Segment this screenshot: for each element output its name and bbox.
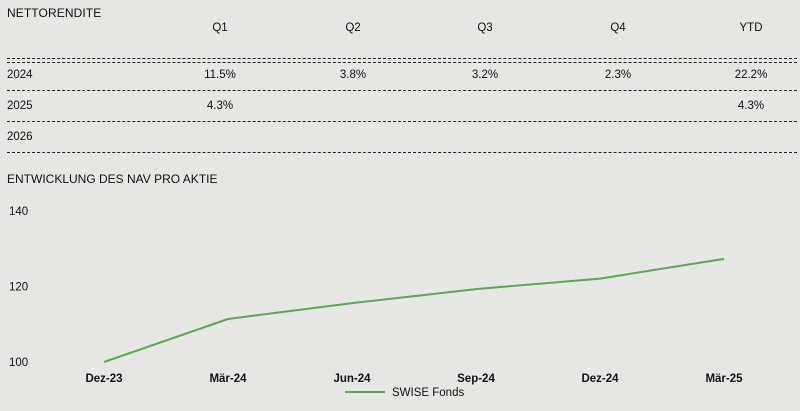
table-divider [7, 90, 797, 91]
cell-q1: 11.5% [204, 69, 236, 81]
series-line-0 [103, 257, 725, 363]
y-tick-label: 120 [9, 282, 28, 294]
table-divider [7, 121, 797, 122]
returns-title: NETTORENDITE [7, 6, 102, 20]
y-tick-label: 140 [9, 206, 28, 218]
header-q2: Q2 [345, 22, 361, 34]
cell-ytd: 22.2% [734, 69, 768, 81]
x-tick-label: Sep-24 [457, 373, 495, 385]
row-year: 2025 [7, 100, 33, 112]
cell-q3: 3.2% [471, 69, 499, 81]
x-tick-label: Mär-25 [705, 373, 743, 385]
row-year: 2024 [7, 69, 33, 81]
cell-ytd: 4.3% [737, 100, 765, 112]
y-tick-label: 100 [9, 357, 28, 369]
cell-q2: 3.8% [339, 69, 367, 81]
table-divider [7, 58, 797, 59]
header-q1: Q1 [212, 22, 228, 34]
x-tick-label: Dez-23 [85, 373, 122, 385]
nav-chart-title: ENTWICKLUNG DES NAV PRO AKTIE [7, 172, 218, 186]
table-divider [7, 152, 797, 153]
header-ytd: YTD [739, 22, 763, 34]
header-q4: Q4 [610, 22, 626, 34]
x-tick-label: Dez-24 [581, 373, 619, 385]
legend-label: SWISE Fonds [392, 387, 464, 399]
x-tick-label: Mär-24 [209, 373, 247, 385]
row-year: 2026 [7, 131, 33, 143]
table-divider [7, 62, 797, 63]
header-q3: Q3 [477, 22, 493, 34]
x-tick-label: Jun-24 [333, 373, 371, 385]
cell-q1: 4.3% [206, 100, 234, 112]
cell-q4: 2.3% [604, 69, 632, 81]
